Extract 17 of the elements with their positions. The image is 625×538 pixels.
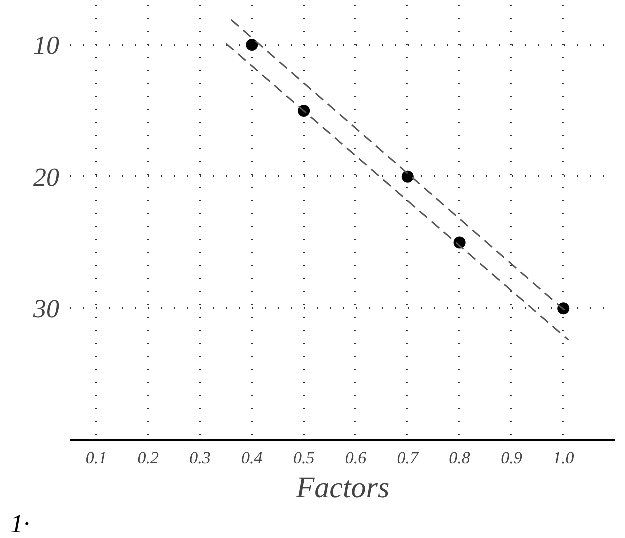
- x-tick-label: 0.8: [449, 448, 471, 468]
- point: [402, 170, 414, 183]
- y-tick-label: 30: [32, 294, 60, 324]
- x-tick-label: 0.1: [86, 448, 108, 468]
- text: 1·: [10, 510, 30, 538]
- x-tick-label: 0.2: [138, 448, 160, 468]
- x-tick-label: 0.9: [501, 448, 523, 468]
- x-tick-label: 1.0: [552, 448, 575, 468]
- x-tick-label: 0.5: [293, 448, 315, 468]
- point: [246, 39, 258, 52]
- y-tick-label: 20: [34, 162, 60, 192]
- y-tick-label: 10: [34, 31, 60, 60]
- x-axis-title: Factors: [295, 472, 390, 504]
- x-tick-label: 0.3: [190, 448, 211, 468]
- x-tick-label: 0.4: [242, 448, 264, 468]
- x-tick-label: 0.7: [397, 448, 420, 468]
- x-tick-label: 0.6: [345, 448, 368, 468]
